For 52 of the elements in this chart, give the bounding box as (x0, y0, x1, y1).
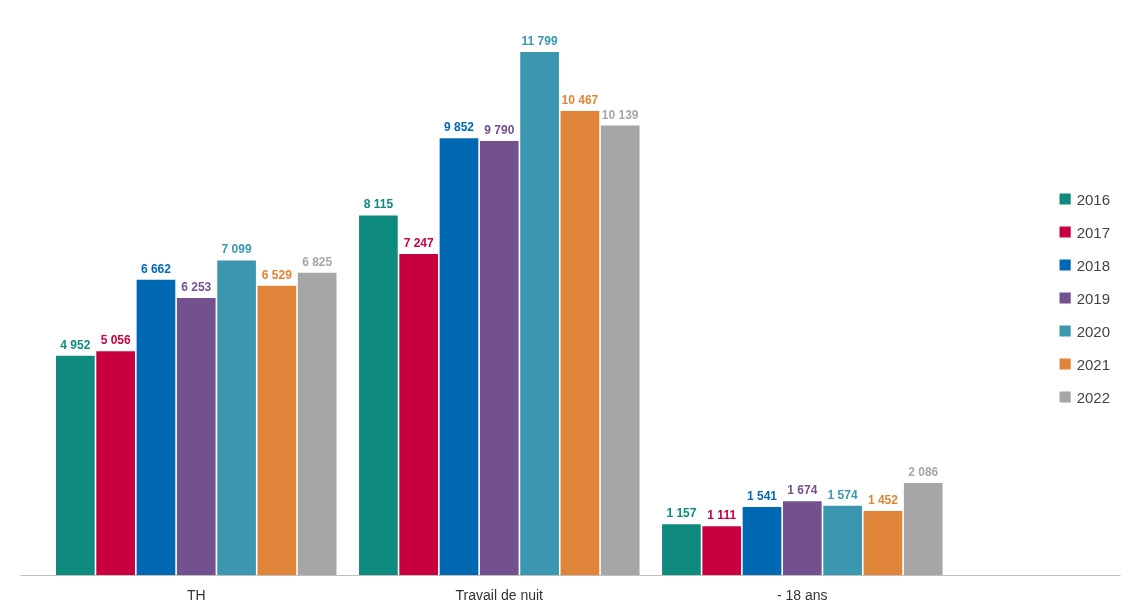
bar (217, 260, 256, 576)
data-label: 7 247 (403, 235, 435, 250)
data-label: 10 139 (601, 107, 639, 122)
data-label: 8 115 (363, 197, 394, 212)
data-label: 1 574 (827, 487, 858, 502)
data-label: 1 111 (707, 508, 737, 523)
bar (560, 111, 600, 576)
data-label: 7 099 (221, 242, 252, 257)
legend-label: 2020 (1076, 322, 1110, 339)
data-label: 9 790 (484, 123, 515, 138)
data-label: 1 157 (666, 506, 697, 521)
data-label: 1 674 (787, 483, 818, 498)
data-label: 6 825 (302, 254, 333, 269)
data-label: 6 253 (181, 280, 212, 295)
bar (136, 279, 176, 576)
bar (297, 272, 337, 576)
bar (823, 505, 862, 576)
data-label: 6 662 (140, 261, 172, 276)
bar (742, 507, 782, 576)
bar (782, 501, 822, 576)
legend-label: 2017 (1076, 223, 1110, 240)
bar (56, 355, 95, 576)
data-label: 6 529 (261, 267, 293, 282)
data-label: 5 056 (100, 333, 131, 348)
bar (702, 526, 742, 576)
legend-label: 2022 (1076, 388, 1110, 405)
bar (600, 125, 640, 576)
data-label: 4 952 (60, 337, 91, 352)
data-label: 1 541 (747, 489, 778, 504)
bar (359, 215, 398, 576)
bar (863, 511, 903, 576)
bar (520, 51, 559, 576)
legend-label: 2021 (1076, 355, 1110, 372)
bar (479, 141, 519, 576)
bar (176, 298, 216, 576)
bar (96, 351, 135, 576)
data-label: 10 467 (561, 93, 599, 108)
legend-label: 2019 (1076, 289, 1110, 306)
data-label: 1 452 (867, 493, 899, 508)
data-label: 2 086 (908, 464, 939, 479)
bar (662, 524, 701, 576)
x-tick-label: Travail de nuit (455, 586, 544, 603)
bar (399, 253, 439, 576)
legend-label: 2018 (1076, 256, 1110, 273)
bar (903, 482, 943, 576)
bar (257, 285, 297, 576)
data-label: 9 852 (443, 120, 475, 135)
data-label: 11 799 (521, 33, 558, 48)
x-tick-label: TH (186, 586, 206, 603)
legend-label: 2016 (1076, 190, 1110, 207)
x-tick-label: - 18 ans (777, 586, 828, 603)
bar (439, 138, 479, 576)
